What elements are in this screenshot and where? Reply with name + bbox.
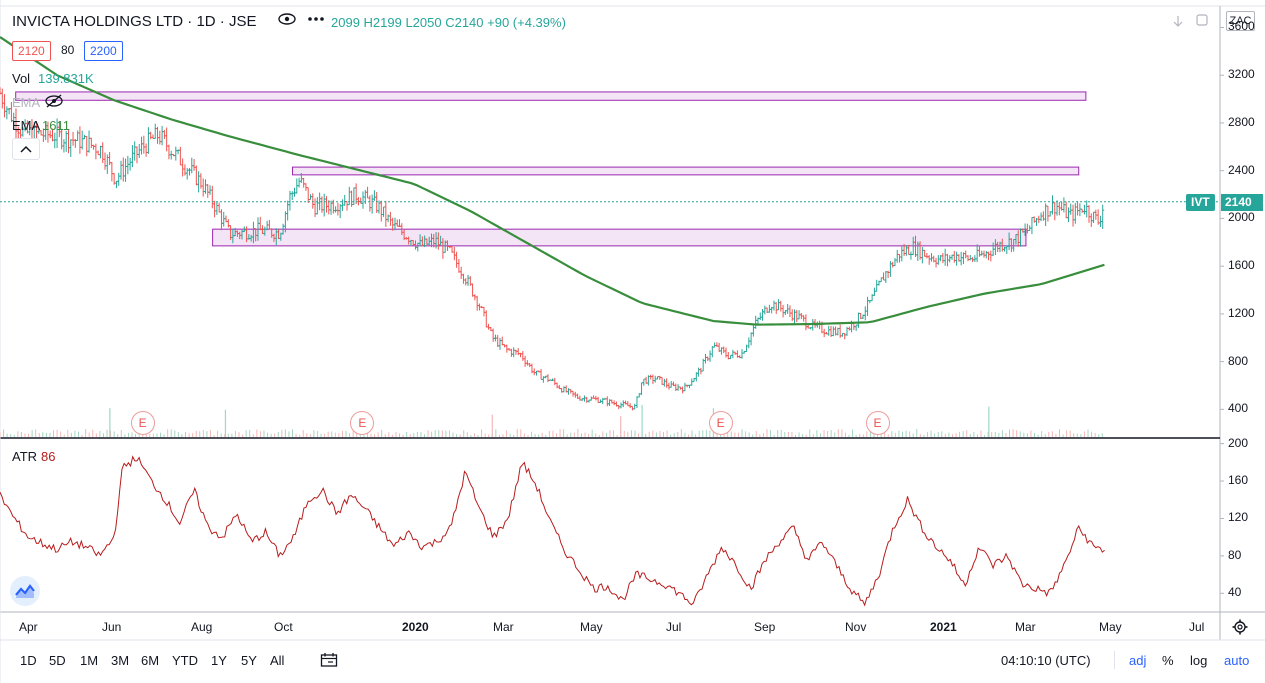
sr-zones — [15, 91, 1087, 247]
more-icon[interactable] — [306, 12, 326, 31]
vol-label: Vol — [12, 71, 31, 86]
currency-badge[interactable]: ZAC — [1226, 11, 1255, 31]
time-tick-label: May — [580, 620, 603, 634]
ohlc-values: 2099 H2199 L2050 C2140 +90 (+4.39%) — [331, 15, 566, 30]
atr-label[interactable]: ATR — [12, 449, 38, 464]
date-range-icon[interactable] — [320, 652, 338, 673]
price-tick-label: 3200 — [1228, 67, 1255, 82]
timeframe-button-5d[interactable]: 5D — [49, 653, 66, 668]
timeframe-button-6m[interactable]: 6M — [141, 653, 160, 668]
time-tick-label: Apr — [19, 620, 38, 634]
time-tick-label: 2020 — [402, 620, 429, 634]
last-price-badge: 2140 — [1221, 194, 1263, 211]
price-series — [0, 87, 1105, 411]
clock-display[interactable]: 04:10:10 (UTC) — [1001, 653, 1091, 668]
atr-tick-label: 120 — [1228, 510, 1249, 525]
ema1-label[interactable]: EMA — [12, 95, 41, 110]
atr-tick-label: 40 — [1228, 585, 1242, 600]
time-tick-label: Sep — [754, 620, 776, 634]
sr-zone — [15, 91, 1087, 101]
atr-value: 86 — [41, 449, 56, 464]
auto-toggle[interactable]: auto — [1224, 653, 1250, 668]
settings-gear-icon[interactable] — [1232, 619, 1248, 640]
time-tick-label: Jul — [666, 620, 682, 634]
log-toggle[interactable]: log — [1190, 653, 1208, 668]
tradingview-logo-icon — [15, 584, 35, 598]
time-tick-label: Nov — [845, 620, 867, 634]
ema2-label[interactable]: EMA — [12, 118, 41, 133]
timeframe-button-1m[interactable]: 1M — [80, 653, 99, 668]
symbol-title[interactable]: INVICTA HOLDINGS LTD · 1D · JSE — [12, 13, 257, 30]
ema2-value: 1611 — [42, 118, 70, 133]
sr-zone — [292, 166, 1080, 176]
eye-icon[interactable] — [278, 12, 296, 31]
timeframe-button-all[interactable]: All — [270, 653, 285, 668]
ema-line — [0, 36, 1105, 326]
atr-tick-label: 80 — [1228, 547, 1242, 562]
price-tick-label: 1600 — [1228, 258, 1255, 273]
price-tick-label: 400 — [1228, 401, 1249, 416]
timeframe-button-3m[interactable]: 3M — [111, 653, 130, 668]
ema-polyline — [0, 36, 1105, 326]
atr-polyline — [0, 455, 1105, 607]
adj-toggle[interactable]: adj — [1129, 653, 1147, 668]
volume-bars — [0, 405, 1103, 437]
earnings-marker[interactable]: E — [130, 411, 155, 435]
toolbar-divider — [1114, 651, 1115, 669]
symbol-last-badge: IVT — [1186, 194, 1215, 211]
price-tick-label: 1200 — [1228, 305, 1255, 320]
timeframe-button-1y[interactable]: 1Y — [211, 653, 227, 668]
time-tick-label: Jun — [102, 620, 122, 634]
time-tick-label: Mar — [493, 620, 514, 634]
time-tick-label: 2021 — [930, 620, 957, 634]
atr-tick-label: 200 — [1228, 435, 1249, 450]
time-tick-label: Mar — [1015, 620, 1036, 634]
eye-hidden-icon[interactable] — [44, 93, 64, 114]
maximize-icon[interactable] — [1195, 13, 1209, 32]
bid-badge[interactable]: 2120 — [12, 41, 51, 61]
timeframe-button-1d[interactable]: 1D — [20, 653, 37, 668]
price-tick-label: 3600 — [1228, 19, 1255, 34]
time-tick-label: Oct — [274, 620, 293, 634]
time-tick-label: Aug — [191, 620, 213, 634]
spread-value: 80 — [61, 43, 75, 57]
percent-toggle[interactable]: % — [1162, 653, 1174, 668]
price-tick-label: 2800 — [1228, 114, 1255, 129]
price-tick-label: 800 — [1228, 353, 1249, 368]
sr-zone — [212, 228, 1027, 247]
timeframe-button-ytd[interactable]: YTD — [172, 653, 198, 668]
arrow-down-icon[interactable] — [1172, 14, 1184, 32]
earnings-marker[interactable]: E — [865, 411, 890, 435]
atr-line — [0, 455, 1105, 607]
vol-value: 139.831K — [38, 71, 94, 86]
axis-ticks — [1220, 26, 1224, 594]
logo-button[interactable] — [10, 576, 40, 606]
earnings-marker[interactable]: E — [350, 411, 375, 435]
price-tick-label: 2400 — [1228, 162, 1255, 177]
atr-tick-label: 160 — [1228, 473, 1249, 488]
time-tick-label: Jul — [1189, 620, 1205, 634]
chevron-up-icon — [20, 145, 32, 153]
ask-badge[interactable]: 2200 — [84, 41, 123, 61]
price-tick-label: 2000 — [1228, 210, 1255, 225]
earnings-marker[interactable]: E — [708, 411, 733, 435]
timeframe-button-5y[interactable]: 5Y — [241, 653, 257, 668]
collapse-legend-button[interactable] — [12, 138, 40, 160]
time-tick-label: May — [1099, 620, 1122, 634]
